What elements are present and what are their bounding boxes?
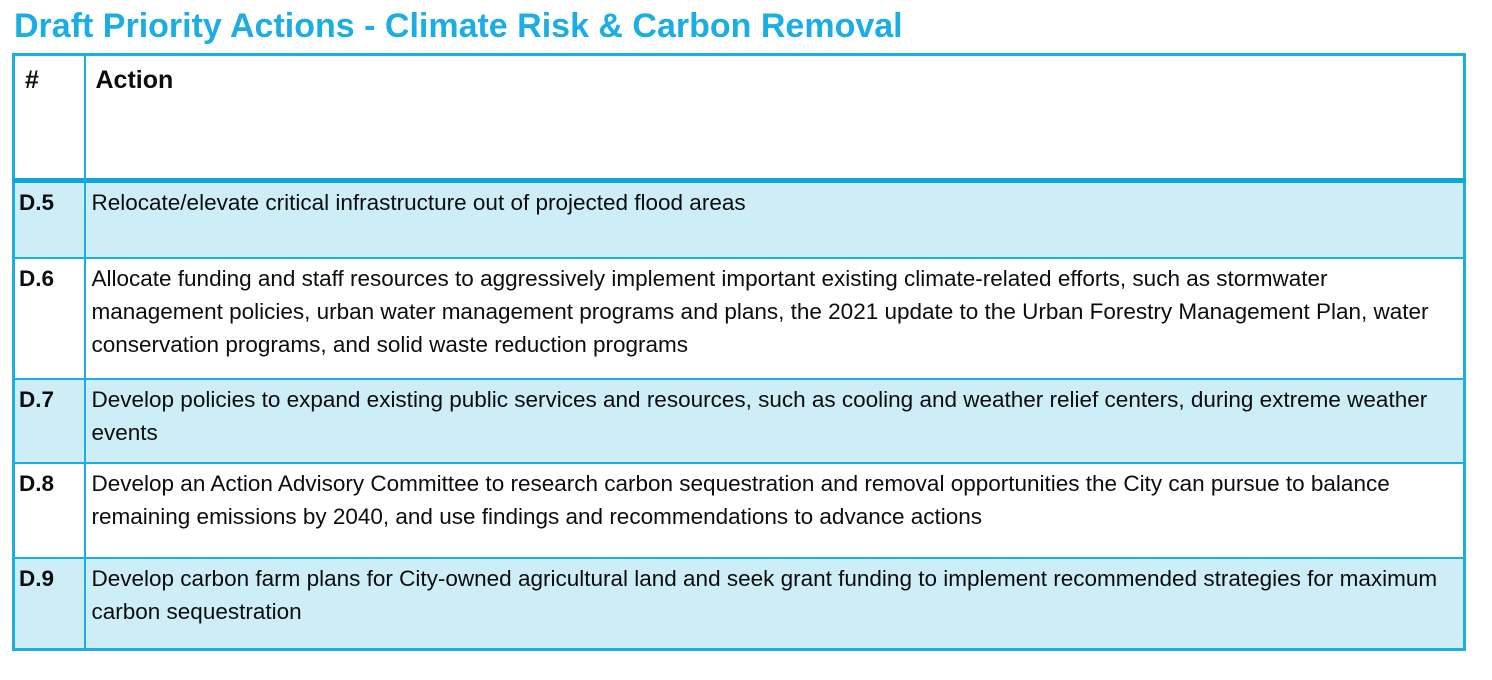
table-row: D.7 Develop policies to expand existing … bbox=[12, 377, 1466, 464]
page: Draft Priority Actions - Climate Risk & … bbox=[12, 7, 1466, 651]
column-header-number: # bbox=[12, 53, 86, 183]
row-number: D.9 bbox=[12, 556, 86, 651]
row-action: Develop policies to expand existing publ… bbox=[83, 377, 1466, 464]
table-row: D.5 Relocate/elevate critical infrastruc… bbox=[12, 179, 1466, 259]
row-action: Allocate funding and staff resources to … bbox=[83, 256, 1466, 380]
table-row: D.6 Allocate funding and staff resources… bbox=[12, 256, 1466, 380]
column-header-action: Action bbox=[83, 53, 1466, 183]
page-title: Draft Priority Actions - Climate Risk & … bbox=[14, 7, 903, 45]
row-action: Develop carbon farm plans for City-owned… bbox=[83, 556, 1466, 651]
table-row: D.8 Develop an Action Advisory Committee… bbox=[12, 461, 1466, 559]
row-number: D.8 bbox=[12, 461, 86, 559]
priority-actions-table: # Action D.5 Relocate/elevate critical i… bbox=[12, 53, 1466, 651]
table-body: D.5 Relocate/elevate critical infrastruc… bbox=[12, 179, 1466, 651]
header-row: # Action bbox=[12, 53, 1466, 183]
table-row: D.9 Develop carbon farm plans for City-o… bbox=[12, 556, 1466, 651]
row-action: Relocate/elevate critical infrastructure… bbox=[83, 179, 1466, 259]
row-number: D.6 bbox=[12, 256, 86, 380]
row-number: D.7 bbox=[12, 377, 86, 464]
row-action: Develop an Action Advisory Committee to … bbox=[83, 461, 1466, 559]
row-number: D.5 bbox=[12, 179, 86, 259]
table-header: # Action bbox=[12, 53, 1466, 183]
